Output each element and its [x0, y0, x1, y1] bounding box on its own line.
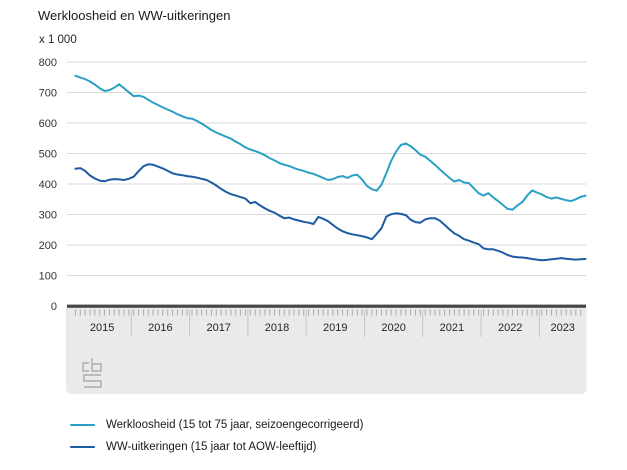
page-title: Werkloosheid en WW-uitkeringen — [38, 8, 231, 23]
legend-label: WW-uitkeringen (15 jaar tot AOW-leeftijd… — [106, 441, 317, 453]
werkloosheid-line-swatch — [70, 423, 95, 427]
x-axis-year-label: 2019 — [323, 322, 347, 334]
y-axis-tick-label: 400 — [39, 179, 57, 191]
y-axis-tick-label: 700 — [39, 87, 57, 99]
cbs-logo-stroke — [83, 374, 102, 388]
x-axis-year-label: 2021 — [440, 322, 464, 334]
legend-item-werkloosheid: Werkloosheid (15 tot 75 jaar, seizoengec… — [70, 414, 363, 436]
y-axis-tick-label: 0 — [51, 301, 57, 313]
x-axis-year-label: 2015 — [90, 322, 114, 334]
ww-uitkeringen-line-swatch — [70, 445, 95, 449]
cbs-logo-stroke — [91, 358, 102, 372]
y-axis-tick-label: 300 — [39, 209, 57, 221]
x-axis-year-label: 2022 — [498, 322, 522, 334]
x-axis-year-label: 2018 — [265, 322, 289, 334]
y-axis-tick-label: 100 — [39, 270, 57, 282]
chart-canvas: 2015 2016 2017 2018 2019 2020 2021 2022 2023 0 100… — [39, 57, 587, 394]
unit-label: x 1 000 — [39, 34, 77, 46]
x-axis-year-label: 2023 — [550, 322, 574, 334]
y-axis-tick-label: 600 — [39, 118, 57, 130]
y-axis-tick-label: 200 — [39, 240, 57, 252]
x-axis-year-label: 2020 — [381, 322, 405, 334]
werkloosheid-series-line — [74, 74, 587, 211]
zero-axis-line — [67, 304, 586, 308]
cbs-logo — [82, 358, 102, 388]
x-axis-year-label: 2016 — [148, 322, 172, 334]
x-axis-footer-panel — [66, 306, 587, 394]
y-axis-tick-label: 800 — [39, 57, 57, 69]
legend-label: Werkloosheid (15 tot 75 jaar, seizoengec… — [106, 419, 364, 431]
x-axis-year-label: 2017 — [206, 322, 230, 334]
legend-item-ww-uitkeringen: WW-uitkeringen (15 jaar tot AOW-leeftijd… — [70, 436, 363, 458]
y-axis-tick-label: 500 — [39, 148, 57, 160]
cbs-logo-stroke — [82, 362, 89, 372]
chart-legend: Werkloosheid (15 tot 75 jaar, seizoengec… — [70, 414, 363, 458]
ww-uitkeringen-series-line — [74, 163, 587, 262]
